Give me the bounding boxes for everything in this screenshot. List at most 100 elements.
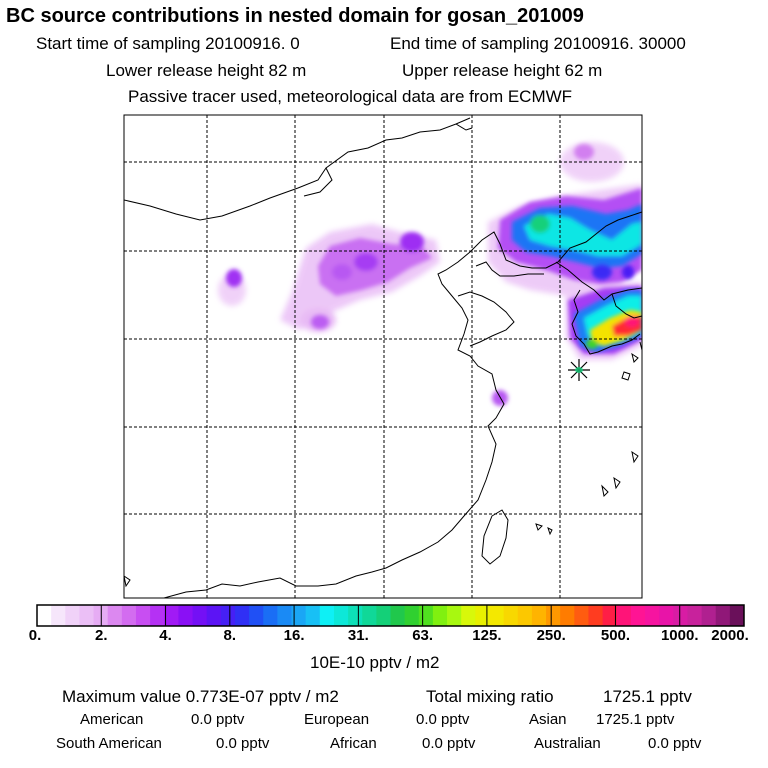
colorbar-swatch — [659, 605, 674, 626]
plume-ne-blob-b — [622, 265, 634, 279]
colorbar-swatch — [206, 605, 222, 626]
colorbar-swatch — [263, 605, 278, 626]
plume-blob-5 — [311, 315, 329, 329]
colorbar-swatch — [404, 605, 420, 626]
colorbar-swatch — [305, 605, 321, 626]
colorbar-swatch — [715, 605, 731, 626]
african-label: African — [330, 735, 377, 752]
plot-title: BC source contributions in nested domain… — [6, 5, 584, 27]
colorbar-swatch — [418, 605, 434, 626]
colorbar-swatch — [150, 605, 165, 626]
asian-label: Asian — [529, 711, 567, 728]
colorbar-swatch — [574, 605, 589, 626]
upper-release-label: Upper release height 62 m — [402, 61, 603, 80]
release-site-spot — [575, 367, 583, 373]
hainan — [124, 575, 131, 588]
colorbar-swatch — [546, 605, 561, 626]
colorbar-swatch — [65, 605, 80, 626]
colorbar-swatch — [489, 605, 505, 626]
colorbar-swatch — [51, 605, 66, 626]
plume-coast-green — [586, 339, 598, 349]
colorbar-swatch — [164, 605, 179, 626]
colorbar-swatch — [503, 605, 519, 626]
coast-korea-east — [611, 293, 642, 319]
start-time-label: Start time of sampling 20100916. 0 — [36, 34, 300, 53]
coastlines — [124, 117, 642, 598]
concentration-field — [218, 142, 642, 406]
colorbar-swatch — [121, 605, 137, 626]
colorbar — [36, 604, 745, 627]
australian-label: Australian — [534, 735, 601, 752]
colorbar-swatch — [588, 605, 603, 626]
colorbar-tick-label: 1000. — [660, 627, 699, 644]
colorbar-swatch — [390, 605, 406, 626]
grid — [124, 115, 642, 598]
colorbar-tick-label: 16. — [283, 627, 305, 644]
colorbar-swatch — [645, 605, 660, 626]
plume-ne-top-purple — [574, 144, 594, 160]
colorbar-swatch — [517, 605, 533, 626]
islands-5 — [535, 523, 543, 531]
plume-blob-2 — [354, 253, 378, 271]
colorbar-swatch — [602, 605, 618, 626]
european-value: 0.0 pptv — [416, 711, 470, 728]
border-inner — [455, 123, 473, 131]
colorbar-tick-label: 250. — [536, 627, 566, 644]
colorbar-swatch — [701, 605, 717, 626]
colorbar-swatch — [319, 605, 335, 626]
colorbar-tick-label: 8. — [223, 627, 237, 644]
plume-ne-cyan — [524, 214, 642, 256]
islands-4 — [601, 484, 609, 498]
total-mixing-label: Total mixing ratio — [426, 687, 554, 706]
colorbar-swatch — [729, 605, 745, 626]
african-value: 0.0 pptv — [422, 735, 476, 752]
colorbar-swatch — [687, 605, 702, 626]
colorbar-swatch — [277, 605, 292, 626]
border-korea — [555, 261, 642, 301]
colorbar-swatch — [630, 605, 646, 626]
colorbar-swatch — [107, 605, 123, 626]
coast-korea-west — [571, 289, 641, 355]
colorbar-swatch — [461, 605, 476, 626]
asian-value: 1725.1 pptv — [596, 711, 675, 728]
plume-blob-4 — [226, 269, 242, 287]
colorbar-swatch — [673, 605, 688, 626]
colorbar-swatch — [447, 605, 462, 626]
islands-2 — [631, 450, 639, 464]
border-north-2 — [303, 167, 333, 197]
european-label: European — [304, 711, 370, 728]
plume-ne-green — [530, 215, 550, 233]
lower-release-label: Lower release height 82 m — [106, 61, 307, 80]
colorbar-swatch — [348, 605, 363, 626]
australian-value: 0.0 pptv — [648, 735, 702, 752]
colorbar-tick-label: 63. — [412, 627, 434, 644]
colorbar-swatch — [192, 605, 208, 626]
coast-bohai — [475, 261, 544, 277]
total-mixing-value: 1725.1 pptv — [603, 687, 692, 706]
colorbar-ticks: 0. 2. 4. 8. 16. 31. 63. 125. 250. 500. 1000. 2000. — [0, 627, 768, 647]
islands-3 — [613, 476, 621, 490]
american-label: American — [80, 711, 144, 728]
colorbar-swatch — [249, 605, 264, 626]
tracer-note: Passive tracer used, meteorological data… — [128, 87, 573, 106]
colorbar-tick-label: 0. — [28, 627, 42, 644]
map-frame — [123, 114, 643, 599]
islands-6 — [547, 527, 553, 536]
border-north — [124, 117, 471, 221]
max-value-label: Maximum value 0.773E-07 pptv / m2 — [62, 687, 339, 706]
colorbar-frame — [36, 604, 745, 627]
colorbar-unit: 10E-10 pptv / m2 — [310, 653, 440, 672]
colorbar-swatch — [376, 605, 391, 626]
plume-blob-1 — [400, 232, 424, 252]
colorbar-swatch — [475, 605, 490, 626]
islands-1 — [621, 371, 631, 381]
colorbar-tick-label: 2. — [95, 627, 108, 644]
colorbar-tick-label: 4. — [159, 627, 172, 644]
colorbar-tick-label: 2000. — [711, 627, 749, 644]
colorbar-swatch — [220, 605, 236, 626]
taiwan — [481, 509, 509, 565]
coast-shandong — [457, 291, 515, 347]
colorbar-tick-label: 500. — [600, 627, 631, 644]
colorbar-tick-label: 31. — [347, 627, 369, 644]
